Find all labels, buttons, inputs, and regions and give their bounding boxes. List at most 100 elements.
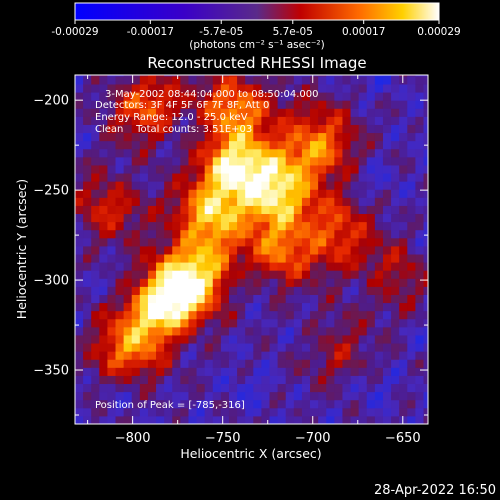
heatmap-cell xyxy=(123,415,133,424)
heatmap-cell xyxy=(83,148,92,158)
heatmap-cell xyxy=(326,351,335,360)
heatmap-cell xyxy=(423,253,428,263)
heatmap-cell xyxy=(147,108,157,117)
heatmap-cell xyxy=(220,383,230,393)
heatmap-cell xyxy=(196,156,206,166)
heatmap-cell xyxy=(269,383,279,393)
heatmap-cell xyxy=(415,83,424,93)
heatmap-cell xyxy=(277,229,287,239)
heatmap-cell xyxy=(237,245,246,255)
heatmap-cell xyxy=(391,399,400,409)
heatmap-cell xyxy=(91,83,100,93)
heatmap-cell xyxy=(75,262,84,271)
heatmap-cell xyxy=(399,173,408,182)
heatmap-cell xyxy=(391,359,400,368)
heatmap-cell xyxy=(293,148,303,158)
heatmap-cell xyxy=(147,407,157,417)
heatmap-cell xyxy=(196,229,206,239)
heatmap-cell xyxy=(147,132,157,142)
heatmap-cell xyxy=(212,391,222,401)
heatmap-cell xyxy=(228,278,238,287)
heatmap-cell xyxy=(253,383,262,393)
heatmap-cell xyxy=(164,415,173,424)
heatmap-cell xyxy=(407,383,416,393)
heatmap-cell xyxy=(156,262,165,271)
heatmap-cell xyxy=(245,278,254,287)
heatmap-cell xyxy=(261,278,271,287)
heatmap-cell xyxy=(334,399,343,409)
heatmap-cell xyxy=(415,148,424,158)
heatmap-cell xyxy=(334,245,343,255)
heatmap-cell xyxy=(399,75,408,85)
heatmap-cell xyxy=(83,124,92,134)
heatmap-cell xyxy=(123,351,133,360)
heatmap-cell xyxy=(301,294,311,304)
heatmap-cell xyxy=(382,391,392,401)
heatmap-cell xyxy=(237,213,246,223)
heatmap-cell xyxy=(204,205,214,215)
heatmap-cell xyxy=(399,318,408,328)
heatmap-cell xyxy=(253,310,262,320)
heatmap-cell xyxy=(180,359,189,368)
heatmap-cell xyxy=(245,399,254,409)
heatmap-cell xyxy=(358,100,368,109)
heatmap-cell xyxy=(342,148,352,158)
heatmap-cell xyxy=(123,116,133,125)
heatmap-cell xyxy=(245,75,254,85)
heatmap-cell xyxy=(310,359,319,368)
heatmap-cell xyxy=(156,92,165,101)
heatmap-cell xyxy=(220,181,230,190)
heatmap-cell xyxy=(107,189,117,198)
heatmap-cell xyxy=(91,318,100,328)
heatmap-cell xyxy=(156,140,165,150)
heatmap-cell xyxy=(123,318,133,328)
heatmap-cell xyxy=(269,181,279,190)
heatmap-cell xyxy=(147,343,157,352)
heatmap-cell xyxy=(139,302,149,312)
heatmap-cell xyxy=(318,367,327,376)
heatmap-cell xyxy=(131,286,141,295)
heatmap-cell xyxy=(180,164,189,174)
heatmap-cell xyxy=(399,132,408,142)
heatmap-cell xyxy=(99,262,108,271)
heatmap-cell xyxy=(172,156,181,166)
heatmap-cell xyxy=(115,221,125,231)
heatmap-cell xyxy=(75,383,84,393)
heatmap-cell xyxy=(196,100,206,109)
heatmap-cell xyxy=(358,75,368,77)
heatmap-cell xyxy=(415,205,424,215)
heatmap-cell xyxy=(107,302,117,312)
heatmap-cell xyxy=(115,302,125,312)
heatmap-cell xyxy=(228,181,238,190)
heatmap-cell xyxy=(131,181,141,190)
heatmap-cell xyxy=(415,124,424,134)
heatmap-cell xyxy=(139,399,149,409)
heatmap-cell xyxy=(310,367,319,376)
heatmap-cell xyxy=(415,407,424,417)
heatmap-cell xyxy=(237,359,246,368)
heatmap-cell xyxy=(107,334,117,344)
heatmap-cell xyxy=(220,391,230,401)
heatmap-cell xyxy=(326,140,335,150)
heatmap-cell xyxy=(253,205,262,215)
heatmap-cell xyxy=(156,205,165,215)
heatmap-cell xyxy=(277,375,287,385)
heatmap-cell xyxy=(318,351,327,360)
heatmap-cell xyxy=(237,302,246,312)
heatmap-cell xyxy=(318,148,327,158)
heatmap-cell xyxy=(269,310,279,320)
heatmap-cell xyxy=(358,310,368,320)
heatmap-cell xyxy=(382,367,392,376)
heatmap-cell xyxy=(107,253,117,263)
heatmap-cell xyxy=(164,100,173,109)
heatmap-cell xyxy=(391,83,400,93)
heatmap-cell xyxy=(172,278,181,287)
heatmap-cell xyxy=(75,294,84,304)
heatmap-cell xyxy=(374,205,384,215)
heatmap-cell xyxy=(301,124,311,134)
heatmap-cell xyxy=(350,124,360,134)
heatmap-cell xyxy=(172,221,181,231)
heatmap-cell xyxy=(253,75,262,85)
heatmap-cell xyxy=(334,415,343,424)
heatmap-cell xyxy=(107,351,117,360)
